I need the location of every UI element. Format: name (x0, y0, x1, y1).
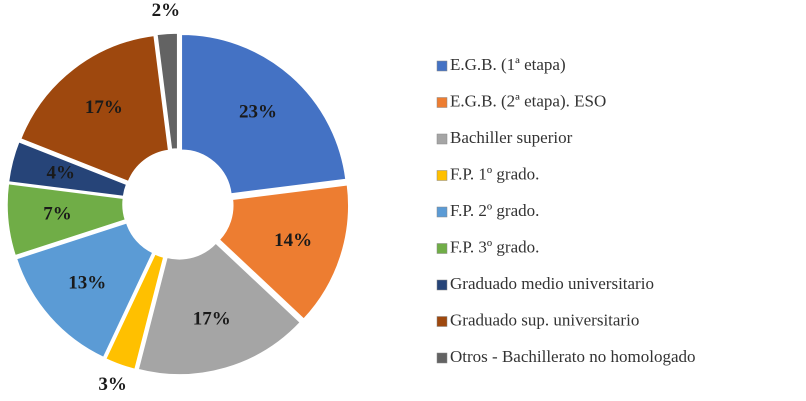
slice (19, 34, 170, 183)
data-label: 7% (43, 204, 72, 225)
slice (180, 33, 347, 195)
legend-label: E.G.B. (1ª etapa) (450, 55, 566, 74)
legend-swatch (436, 60, 448, 72)
slice (218, 183, 350, 321)
legend-swatch (436, 243, 448, 254)
slice (15, 221, 154, 359)
legend-label: Graduado sup. universitario (450, 310, 639, 329)
data-label: 23% (239, 102, 277, 123)
legend-label: Bachiller superior (450, 128, 573, 147)
legend-swatch (436, 170, 448, 181)
legend-label: F.P. 1º grado. (450, 164, 539, 183)
legend-swatch (436, 97, 448, 108)
data-label: 2% (152, 0, 181, 21)
legend-label: F.P. 2º grado. (450, 201, 539, 220)
slice (104, 252, 165, 371)
data-label: 17% (193, 309, 231, 330)
slice (7, 140, 128, 198)
data-label: 4% (47, 162, 76, 183)
legend-swatch (436, 133, 448, 145)
data-label: 14% (274, 230, 312, 251)
data-label: 13% (68, 272, 106, 293)
legend-label: F.P. 3º grado. (450, 237, 539, 256)
legend-label: Otros - Bachillerato no homologado (450, 347, 696, 366)
slice (137, 241, 302, 376)
legend-swatch (436, 352, 448, 364)
data-label: 17% (85, 97, 123, 118)
legend-swatch (436, 279, 448, 291)
slice (6, 182, 127, 257)
slice (156, 32, 179, 151)
legend-swatch (436, 316, 448, 327)
data-label: 3% (98, 374, 127, 395)
legend-swatch (436, 206, 448, 218)
legend-label: Graduado medio universitario (450, 274, 654, 293)
legend-label: E.G.B. (2ª etapa). ESO (450, 91, 606, 110)
